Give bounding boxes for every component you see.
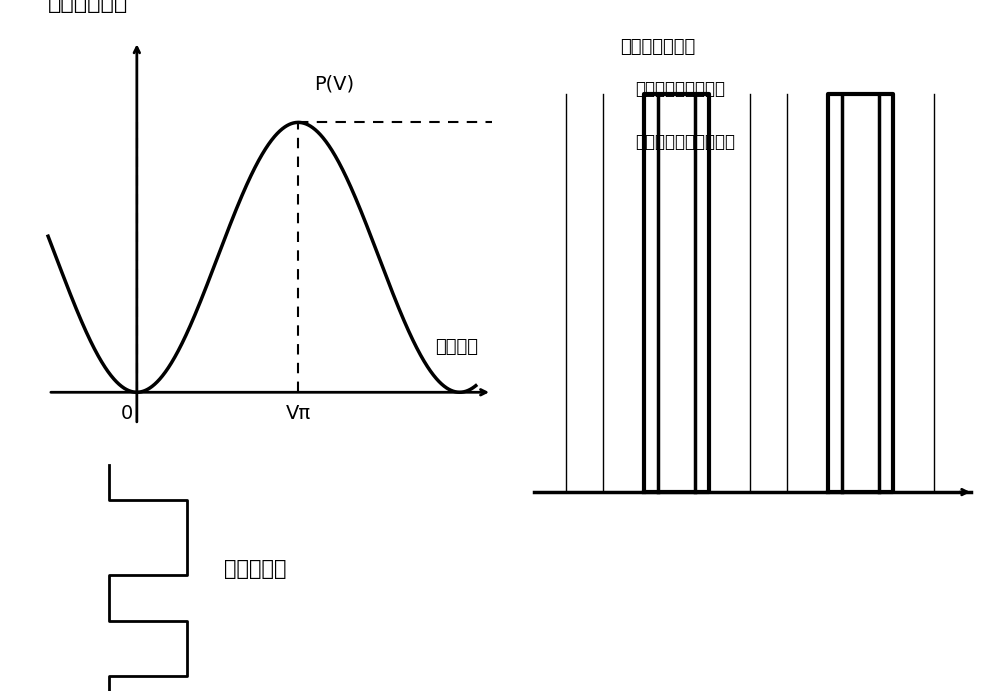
Text: 驱动电压: 驱动电压 xyxy=(435,338,478,356)
Text: 0: 0 xyxy=(121,404,133,423)
Text: P(V): P(V) xyxy=(314,75,355,94)
Text: 飞秒光脉冲提取: 飞秒光脉冲提取 xyxy=(620,38,696,57)
Text: Vπ: Vπ xyxy=(286,404,311,423)
Text: 空心：未提取的光脉冲: 空心：未提取的光脉冲 xyxy=(635,133,735,151)
Text: 同步电脉冲: 同步电脉冲 xyxy=(224,559,287,579)
Text: 调制传输函数: 调制传输函数 xyxy=(48,0,128,13)
Text: 实心：提取的光脉冲: 实心：提取的光脉冲 xyxy=(635,80,725,98)
